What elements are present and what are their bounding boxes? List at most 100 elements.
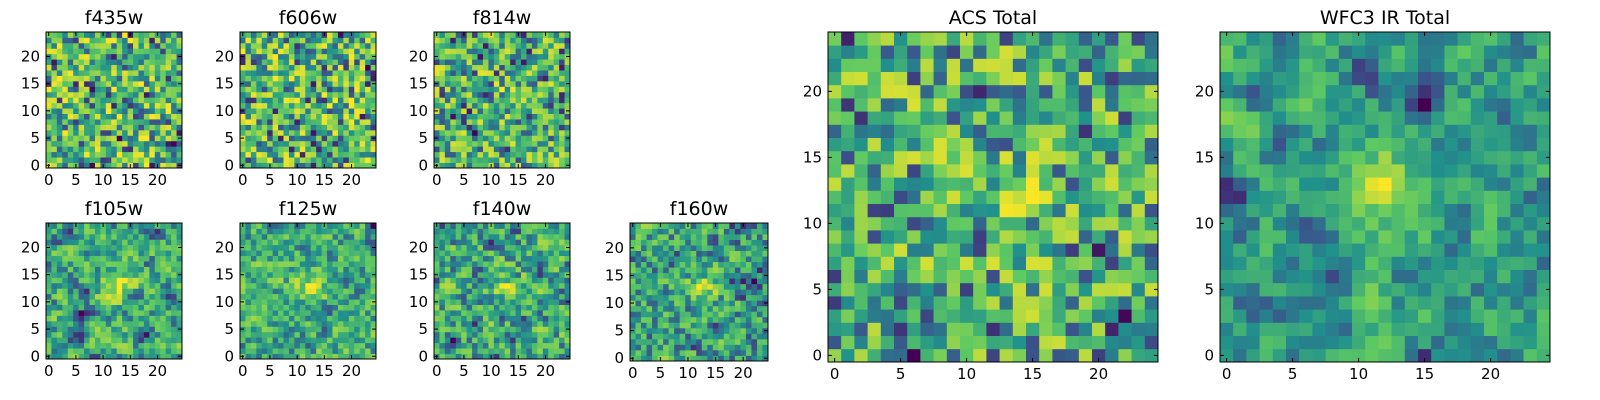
heatmap-cell xyxy=(310,75,317,82)
heatmap-cell xyxy=(245,146,252,153)
heatmap-cell xyxy=(89,271,96,278)
heatmap-cell xyxy=(751,311,758,318)
heatmap-cell xyxy=(267,70,274,76)
heatmap-cell xyxy=(907,164,921,178)
heatmap-cell xyxy=(327,271,333,278)
heatmap-cell xyxy=(272,304,279,311)
heatmap-cell xyxy=(321,157,328,163)
heatmap-cell xyxy=(354,331,361,338)
heatmap-cell xyxy=(521,124,527,131)
heatmap-cell xyxy=(461,228,468,235)
heatmap-cell xyxy=(1052,269,1066,284)
heatmap-cell xyxy=(100,151,107,158)
heatmap-cell xyxy=(559,326,565,333)
heatmap-cell xyxy=(354,320,361,327)
y-tick-label: 5 xyxy=(614,322,624,340)
heatmap-cell xyxy=(493,80,500,87)
heatmap-cell xyxy=(62,37,69,44)
heatmap-cell xyxy=(143,80,150,87)
heatmap-cell xyxy=(526,108,533,114)
heatmap-cell xyxy=(143,140,150,147)
heatmap-cell xyxy=(240,250,246,257)
heatmap-cell xyxy=(537,299,544,305)
heatmap-cell xyxy=(67,48,74,55)
heatmap-cell xyxy=(450,337,457,344)
heatmap-cell xyxy=(526,135,533,142)
heatmap-cell xyxy=(272,91,279,98)
heatmap-cell xyxy=(510,277,516,284)
heatmap-cell xyxy=(256,124,263,131)
heatmap-cell xyxy=(149,293,156,300)
heatmap-cell xyxy=(515,310,522,316)
heatmap-cell xyxy=(250,157,257,163)
heatmap-cell xyxy=(56,326,63,333)
heatmap-cell xyxy=(133,320,139,327)
heatmap-cell xyxy=(316,271,322,278)
heatmap-cell xyxy=(288,140,295,147)
heatmap-cell xyxy=(679,289,686,296)
heatmap-cell xyxy=(122,244,128,251)
heatmap-cell xyxy=(84,310,90,316)
heatmap-cell xyxy=(718,250,725,257)
heatmap-cell xyxy=(127,140,134,147)
heatmap-cell xyxy=(461,37,468,44)
heatmap-cell xyxy=(261,331,268,338)
heatmap-cell xyxy=(111,288,118,295)
heatmap-cell xyxy=(701,272,708,279)
heatmap-cell xyxy=(515,255,522,262)
heatmap-cell xyxy=(154,348,161,354)
heatmap-cell xyxy=(332,282,339,289)
heatmap-cell xyxy=(46,255,52,262)
heatmap-cell xyxy=(472,48,478,55)
heatmap-cell xyxy=(305,223,312,229)
heatmap-cell xyxy=(641,289,647,296)
heatmap-cell xyxy=(679,278,686,285)
heatmap-cell xyxy=(154,42,161,49)
heatmap-cell xyxy=(78,70,85,76)
heatmap-cell xyxy=(245,293,252,300)
heatmap-cell xyxy=(133,277,139,284)
heatmap-cell xyxy=(933,164,948,178)
heatmap-cell xyxy=(718,223,725,229)
heatmap-cell xyxy=(299,151,306,158)
heatmap-cell xyxy=(171,320,177,327)
heatmap-cell xyxy=(250,37,257,44)
heatmap-cell xyxy=(267,140,274,147)
heatmap-cell xyxy=(89,293,96,300)
heatmap-cell xyxy=(149,304,156,311)
y-tick-label: 10 xyxy=(21,102,40,120)
heatmap-cell xyxy=(111,48,118,55)
heatmap-cell xyxy=(138,75,145,82)
heatmap-cell xyxy=(138,293,145,300)
heatmap-cell xyxy=(288,348,295,354)
heatmap-cell xyxy=(493,233,500,240)
heatmap-cell xyxy=(256,233,263,240)
heatmap-cell xyxy=(439,250,446,257)
heatmap-cell xyxy=(548,37,555,44)
heatmap-cell xyxy=(51,151,58,158)
heatmap-cell xyxy=(999,296,1014,310)
heatmap-cell xyxy=(370,261,377,267)
heatmap-cell xyxy=(154,271,161,278)
heatmap-cell xyxy=(751,228,758,235)
heatmap-cell xyxy=(160,80,167,87)
heatmap-cell xyxy=(245,129,252,136)
heatmap-cell xyxy=(67,288,74,295)
heatmap-cell xyxy=(933,269,948,284)
heatmap-cell xyxy=(674,305,681,312)
heatmap-cell xyxy=(493,299,500,305)
heatmap-cell xyxy=(531,228,538,235)
x-tick-label: 20 xyxy=(734,364,753,382)
heatmap-cell xyxy=(880,150,895,165)
heatmap-cell xyxy=(149,228,156,235)
heatmap-cell xyxy=(111,223,118,229)
y-tick-label: 10 xyxy=(215,102,234,120)
heatmap-cell xyxy=(553,304,560,311)
heatmap-cell xyxy=(472,129,478,136)
heatmap-cell xyxy=(1118,322,1132,336)
heatmap-cell xyxy=(472,140,478,147)
heatmap-cell xyxy=(690,272,697,279)
heatmap-cell xyxy=(718,349,725,356)
heatmap-cell xyxy=(73,48,80,55)
heatmap-cell xyxy=(841,269,855,284)
